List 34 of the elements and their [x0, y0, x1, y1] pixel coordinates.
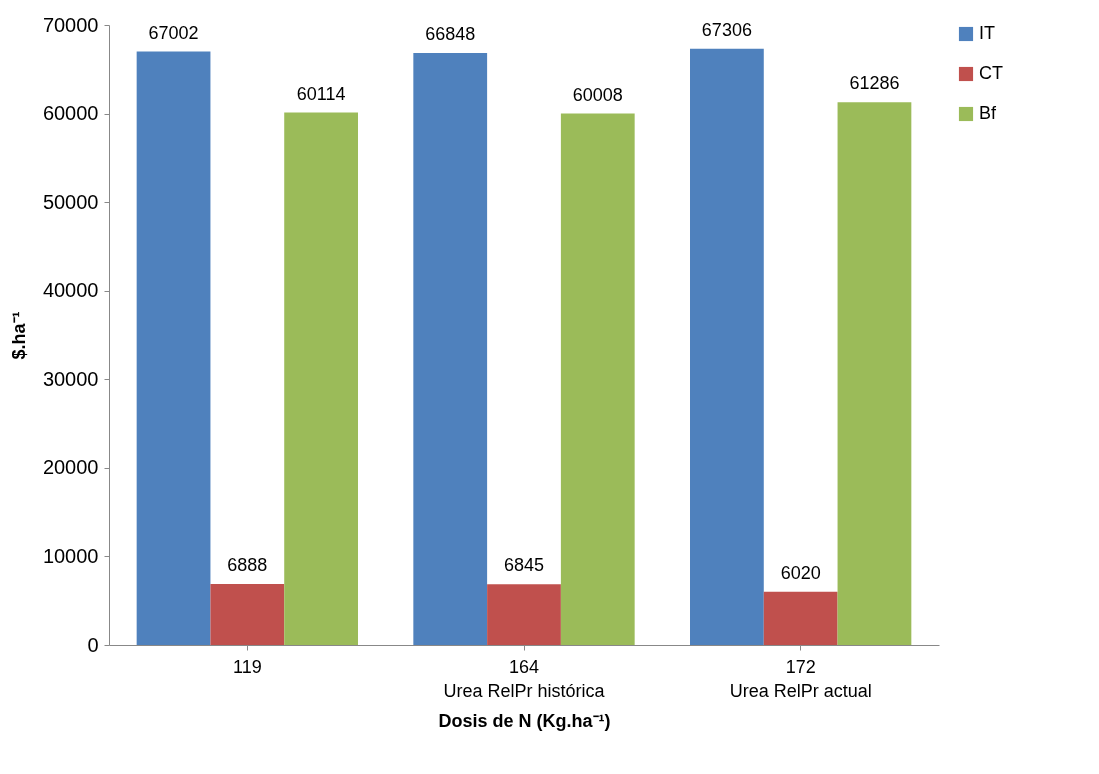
legend-label: Bf [979, 103, 998, 123]
bar [487, 584, 561, 645]
y-tick-label: 70000 [42, 13, 99, 36]
bar [136, 51, 211, 645]
y-tick-label: 20000 [42, 456, 99, 479]
y-tick-label: 10000 [42, 544, 99, 567]
data-label: 6845 [503, 555, 545, 576]
x-tick-label: 119 [232, 656, 262, 677]
data-label: 60008 [572, 84, 623, 105]
data-label: 6888 [227, 554, 268, 575]
y-tick-label: 40000 [42, 279, 99, 302]
x-tick-label: 164 Urea RelPr histórica [443, 656, 606, 701]
bar [284, 112, 358, 645]
y-tick-label: 60000 [42, 102, 99, 125]
bar [560, 113, 635, 645]
x-tick-label: 172 Urea RelPr actual [729, 656, 872, 701]
data-label: 61286 [849, 73, 900, 94]
y-tick-label: 50000 [42, 190, 99, 213]
bar [413, 52, 488, 645]
x-axis-title: Dosis de N (Kg.ha⁻¹) [438, 710, 611, 731]
y-tick-label: 30000 [42, 367, 99, 390]
data-label: 67002 [148, 22, 199, 43]
data-label: 67306 [701, 19, 752, 40]
bar [837, 102, 912, 645]
data-label: 6020 [780, 562, 821, 583]
legend-label: IT [979, 23, 995, 43]
data-label: 66848 [425, 23, 476, 44]
data-label: 60114 [296, 83, 346, 104]
y-axis-title: $.ha⁻¹ [8, 311, 29, 360]
legend-label: CT [979, 63, 1003, 83]
bar [763, 591, 838, 645]
bar [690, 48, 764, 645]
bar [210, 583, 285, 645]
y-tick-label: 0 [87, 633, 99, 656]
